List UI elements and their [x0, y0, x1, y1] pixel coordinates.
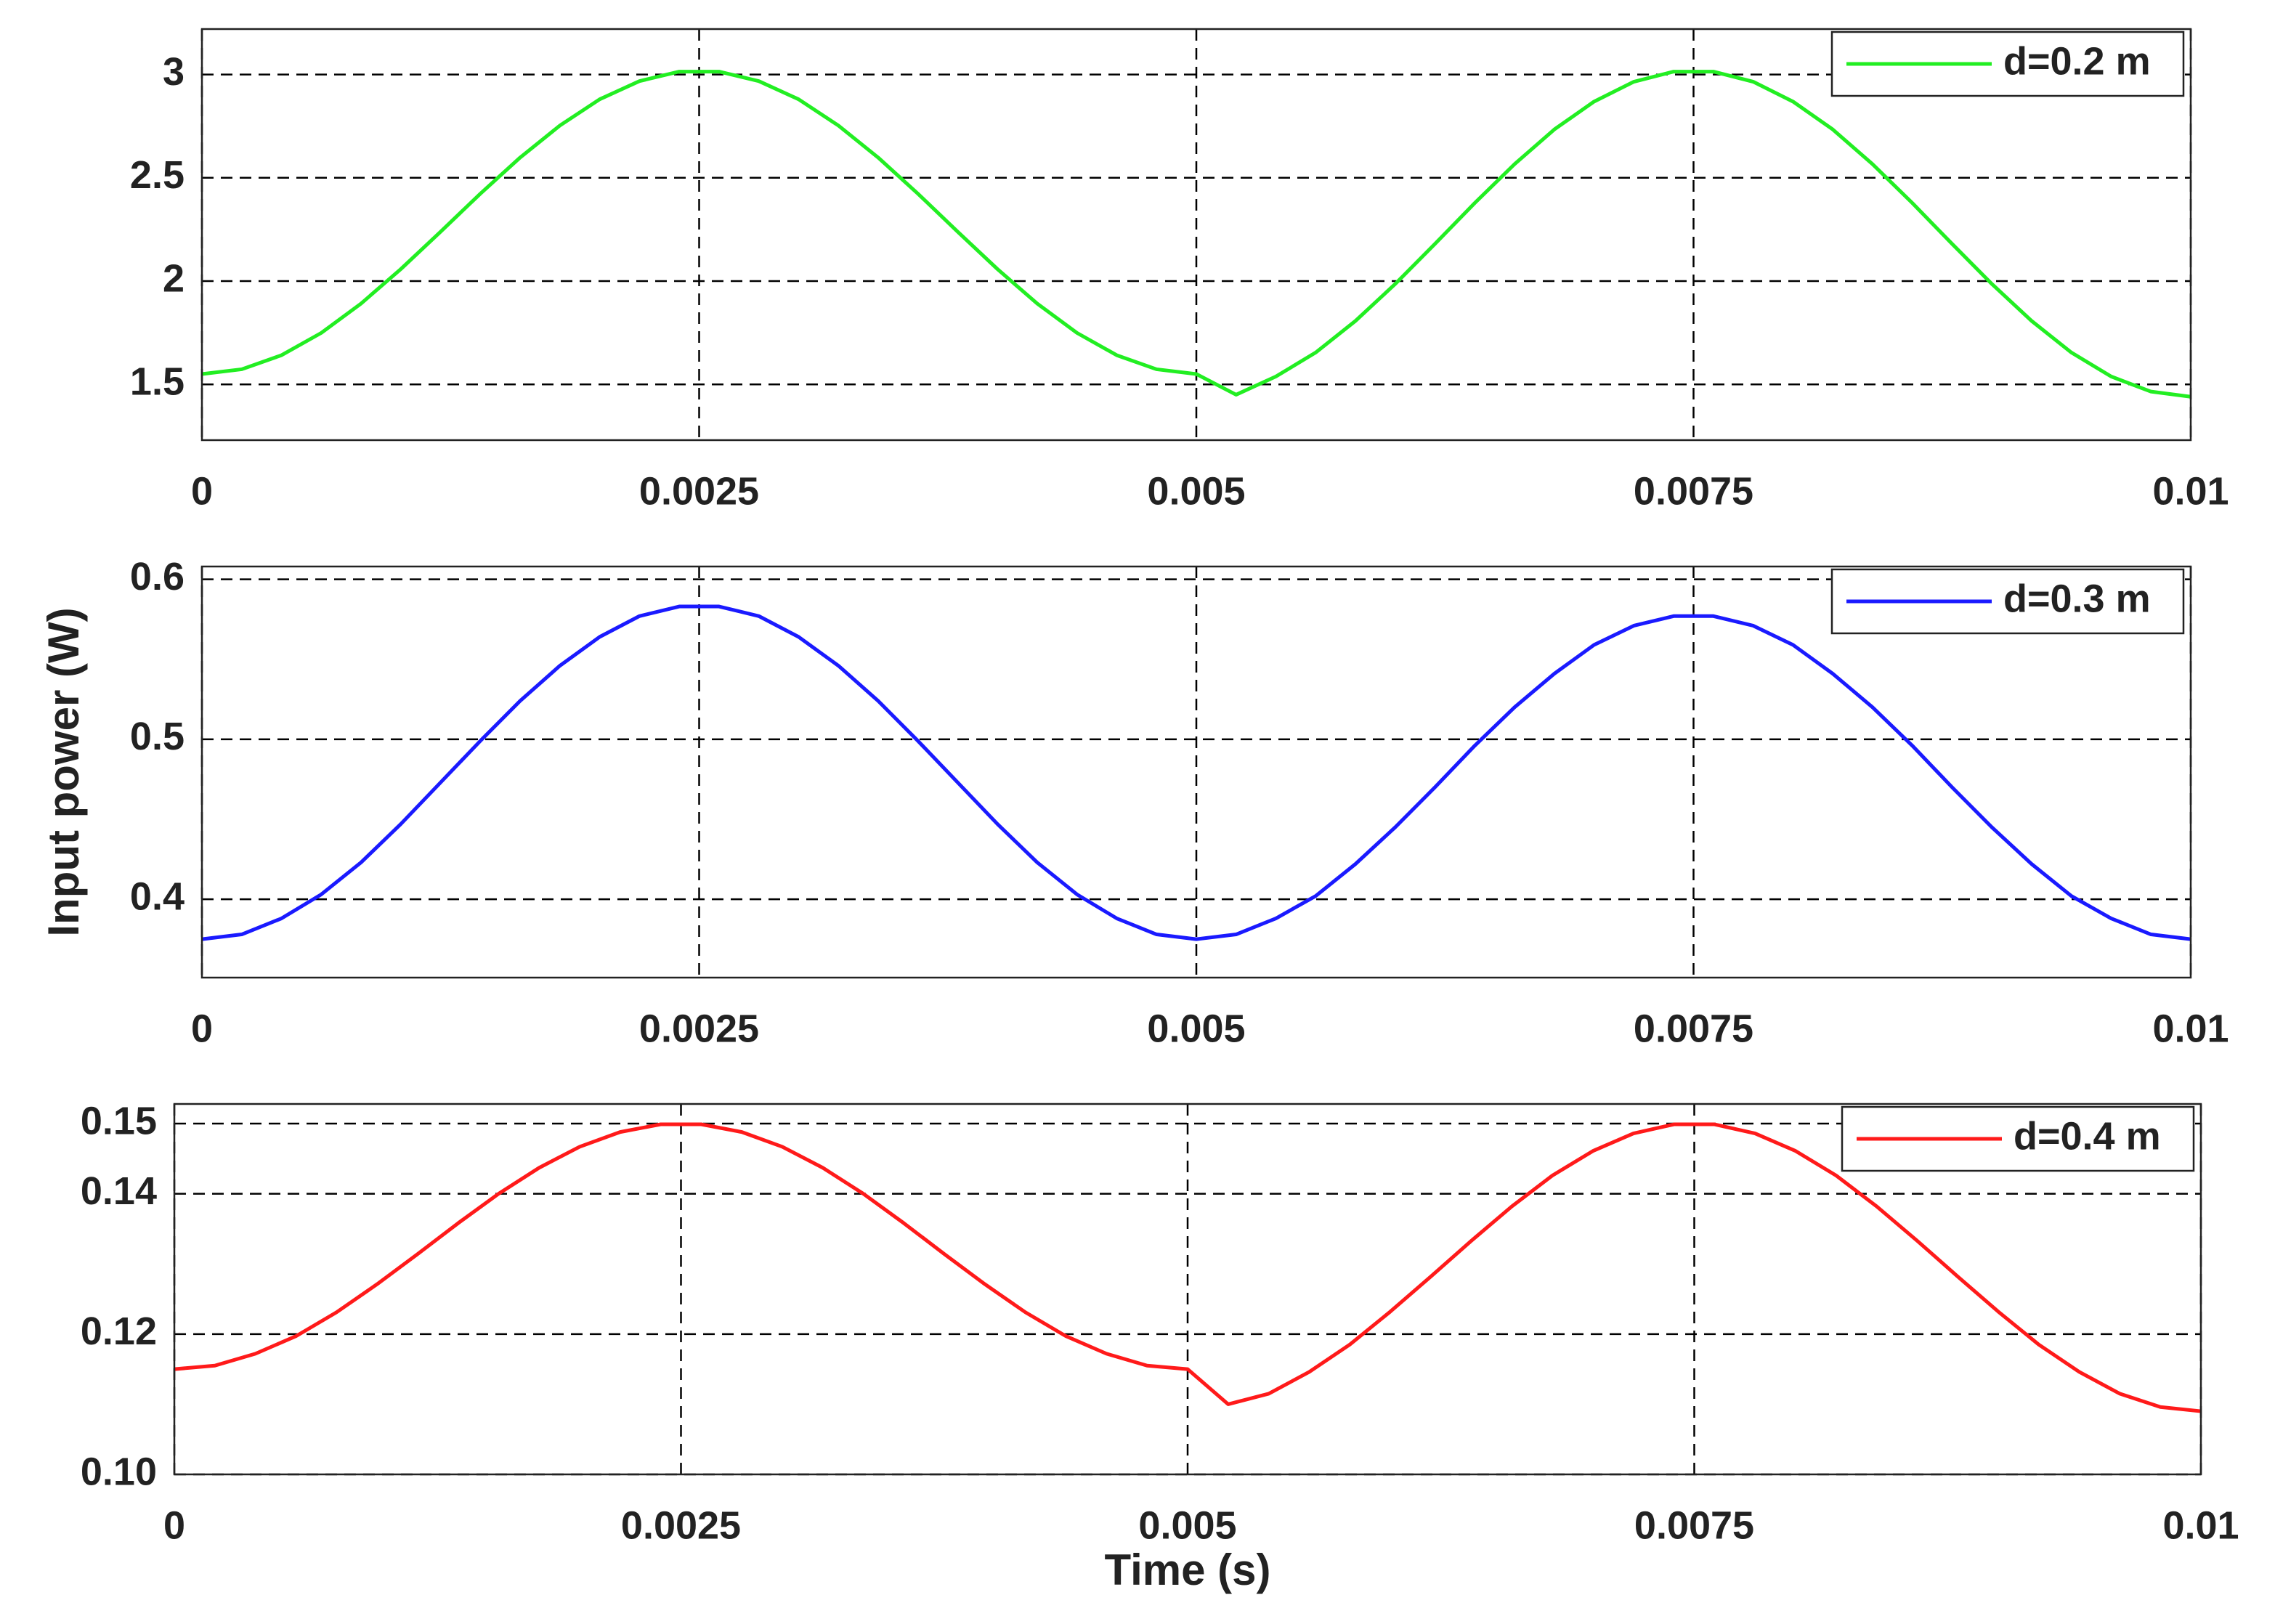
- x-tick-label: 0.0075: [1634, 469, 1753, 513]
- x-tick-label: 0.0075: [1634, 1007, 1753, 1050]
- axes-box: [200, 565, 2192, 979]
- series-line: [201, 604, 2191, 941]
- series-line: [201, 70, 2191, 399]
- y-tick-label: 0.14: [81, 1169, 157, 1213]
- y-tick-label: 1.5: [130, 360, 184, 403]
- legend-label: d=0.3 m: [2003, 577, 2151, 620]
- x-tick-label: 0.005: [1147, 469, 1245, 513]
- legend-label: d=0.4 m: [2014, 1114, 2161, 1158]
- legend-label: d=0.2 m: [2003, 39, 2151, 83]
- y-tick-label: 0.6: [130, 555, 184, 598]
- y-tick-label: 3: [163, 50, 184, 94]
- x-axis-label: Time (s): [1105, 1546, 1271, 1594]
- y-axis-label: Input power (W): [39, 607, 88, 936]
- x-tick-label: 0.0025: [639, 469, 759, 513]
- x-tick-label: 0.0025: [621, 1503, 741, 1547]
- x-tick-label: 0.01: [2152, 469, 2229, 513]
- series-line: [174, 1122, 2202, 1413]
- x-tick-label: 0: [191, 469, 213, 513]
- x-tick-label: 0.005: [1147, 1007, 1245, 1050]
- y-tick-label: 0.15: [81, 1099, 157, 1142]
- x-tick-label: 0.0075: [1634, 1503, 1754, 1547]
- x-tick-label: 0.005: [1138, 1503, 1236, 1547]
- legend-box: [1830, 568, 2185, 635]
- y-tick-label: 2.5: [130, 153, 184, 197]
- y-tick-label: 0.4: [130, 874, 184, 918]
- x-tick-label: 0.01: [2162, 1503, 2239, 1547]
- axes-box: [173, 1103, 2202, 1476]
- axes-box: [200, 28, 2192, 442]
- y-tick-label: 2: [163, 256, 184, 300]
- y-tick-label: 0.12: [81, 1310, 157, 1353]
- x-tick-label: 0.01: [2152, 1007, 2229, 1050]
- x-tick-label: 0: [191, 1007, 213, 1050]
- x-tick-label: 0.0025: [639, 1007, 759, 1050]
- y-tick-label: 0.10: [81, 1450, 157, 1493]
- x-tick-label: 0: [163, 1503, 185, 1547]
- y-tick-label: 0.5: [130, 715, 184, 758]
